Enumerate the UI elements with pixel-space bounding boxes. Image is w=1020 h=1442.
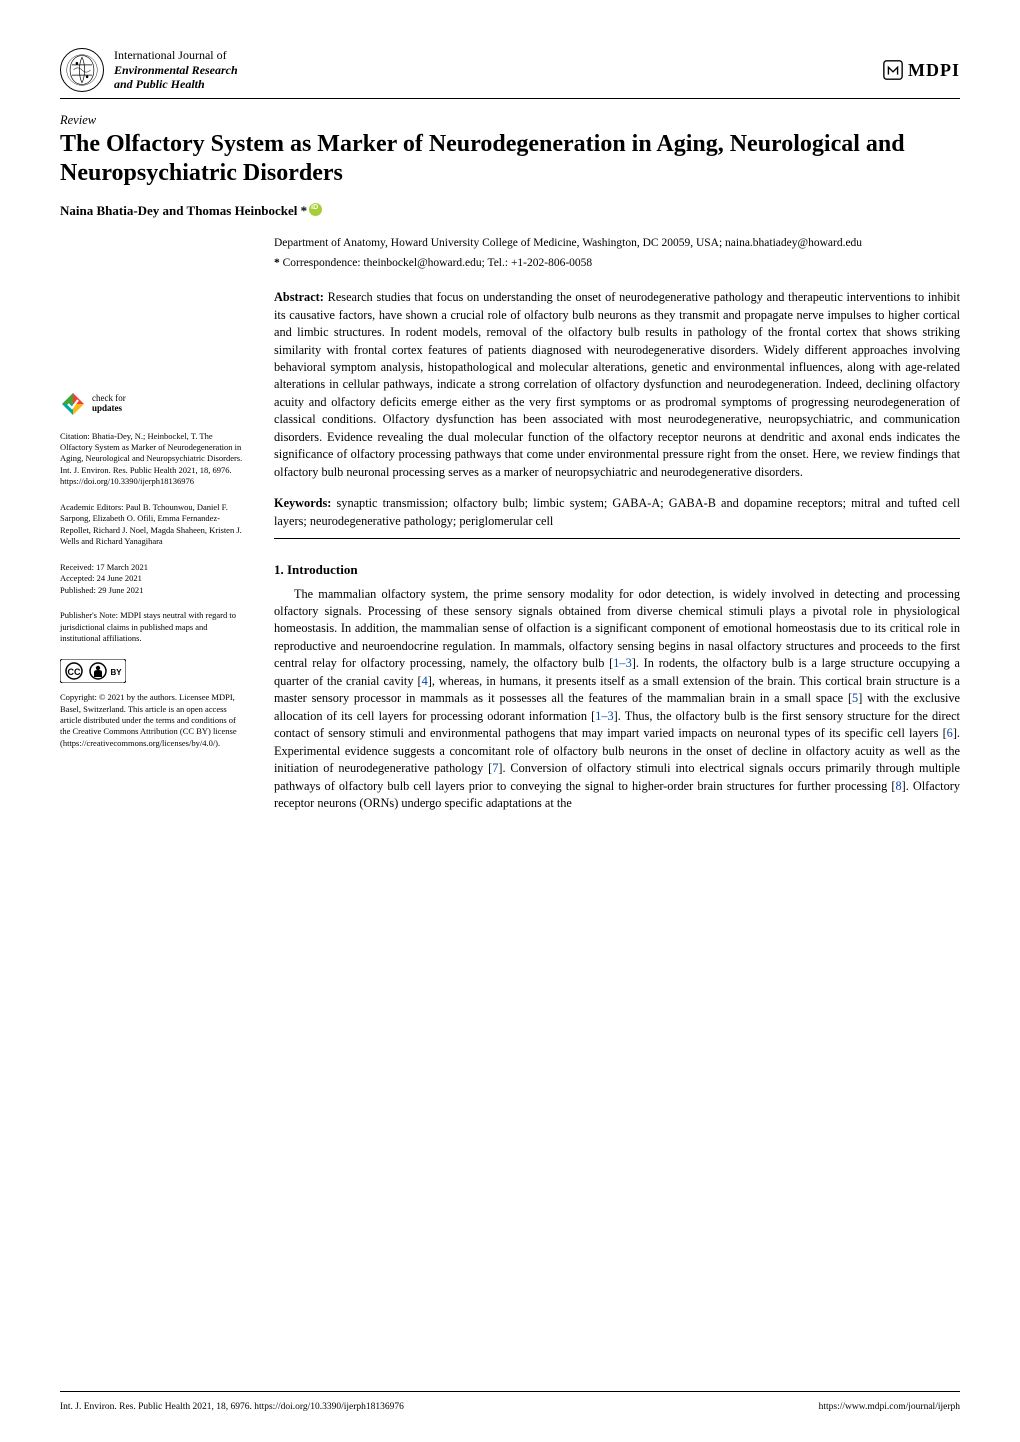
footer-rule — [60, 1391, 960, 1392]
check-updates-button[interactable]: check for updates — [60, 391, 246, 417]
dates-block: Received: 17 March 2021 Accepted: 24 Jun… — [60, 562, 246, 596]
publishers-note-block: Publisher's Note: MDPI stays neutral wit… — [60, 610, 246, 644]
header-rule — [60, 98, 960, 99]
editors-block: Academic Editors: Paul B. Tchounwou, Dan… — [60, 502, 246, 548]
svg-text:CC: CC — [68, 667, 81, 677]
check-updates-line2: updates — [92, 404, 126, 414]
keywords: Keywords: synaptic transmission; olfacto… — [274, 495, 960, 530]
journal-name-line2: Environmental Research — [114, 63, 238, 77]
mdpi-mark-icon — [882, 59, 904, 81]
affiliation: Department of Anatomy, Howard University… — [274, 235, 960, 251]
authors-text: Naina Bhatia-Dey and Thomas Heinbockel * — [60, 203, 307, 218]
svg-text:BY: BY — [110, 668, 122, 677]
check-updates-icon — [60, 391, 86, 417]
header: International Journal of Environmental R… — [60, 48, 960, 92]
citation-block: Citation: Bhatia-Dey, N.; Heinbockel, T.… — [60, 431, 246, 488]
journal-name: International Journal of Environmental R… — [114, 48, 238, 91]
article-title: The Olfactory System as Marker of Neurod… — [60, 130, 960, 189]
correspondence-text: Correspondence: theinbockel@howard.edu; … — [283, 257, 593, 269]
copyright-block: Copyright: © 2021 by the authors. Licens… — [60, 692, 246, 749]
journal-block: International Journal of Environmental R… — [60, 48, 238, 92]
correspondence-star: * — [274, 257, 280, 269]
check-updates-label: check for updates — [92, 394, 126, 414]
section-1-body: The mammalian olfactory system, the prim… — [274, 586, 960, 813]
received-date: Received: 17 March 2021 — [60, 562, 246, 573]
keywords-rule — [274, 538, 960, 539]
abstract: Abstract: Research studies that focus on… — [274, 289, 960, 481]
publisher-logo-text: MDPI — [908, 60, 960, 81]
section-1-heading: 1. Introduction — [274, 561, 960, 579]
correspondence: * Correspondence: theinbockel@howard.edu… — [274, 255, 960, 271]
main-column: Department of Anatomy, Howard University… — [274, 235, 960, 813]
abstract-text: Research studies that focus on understan… — [274, 290, 960, 479]
section-1-text: The mammalian olfactory system, the prim… — [274, 587, 960, 810]
publisher-logo: MDPI — [882, 59, 960, 81]
article-type: Review — [60, 113, 960, 128]
accepted-date: Accepted: 24 June 2021 — [60, 573, 246, 584]
footer: Int. J. Environ. Res. Public Health 2021… — [60, 1402, 960, 1412]
sidebar: check for updates Citation: Bhatia-Dey, … — [60, 235, 246, 813]
footer-right[interactable]: https://www.mdpi.com/journal/ijerph — [819, 1402, 960, 1412]
cc-by-badge[interactable]: CC BY — [60, 659, 246, 686]
journal-name-line3: and Public Health — [114, 77, 238, 91]
journal-logo-icon — [60, 48, 104, 92]
authors-line: Naina Bhatia-Dey and Thomas Heinbockel * — [60, 203, 960, 219]
keywords-label: Keywords: — [274, 496, 331, 510]
abstract-label: Abstract: — [274, 290, 324, 304]
keywords-text: synaptic transmission; olfactory bulb; l… — [274, 496, 960, 527]
journal-name-line1: International Journal of — [114, 48, 238, 62]
published-date: Published: 29 June 2021 — [60, 585, 246, 596]
footer-left: Int. J. Environ. Res. Public Health 2021… — [60, 1402, 404, 1412]
orcid-icon[interactable] — [309, 203, 322, 216]
